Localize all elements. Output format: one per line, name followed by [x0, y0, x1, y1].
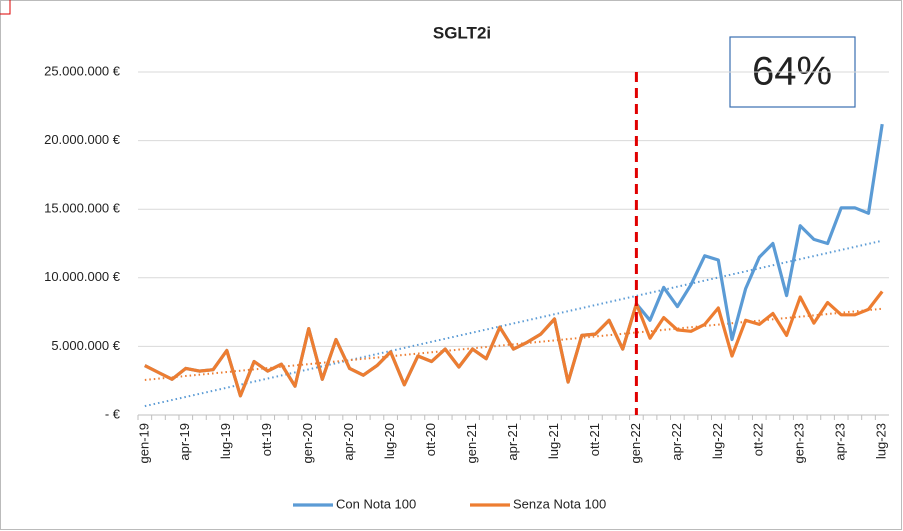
series-line: [144, 290, 884, 398]
x-tick-label: gen-20: [300, 423, 315, 463]
corner-mark: [0, 0, 11, 15]
legend-label: Senza Nota 100: [513, 496, 606, 511]
x-tick-label: apr-21: [505, 423, 520, 461]
y-tick-label: - €: [105, 406, 121, 421]
chart-title: SGLT2i: [433, 23, 491, 42]
x-tick-label: lug-21: [546, 423, 561, 459]
y-tick-label: 10.000.000 €: [44, 269, 121, 284]
x-tick-label: apr-22: [669, 423, 684, 461]
y-tick-label: 25.000.000 €: [44, 63, 121, 78]
x-tick-label: apr-23: [833, 423, 848, 461]
x-tick-label: gen-22: [628, 423, 643, 463]
x-tick-label: apr-19: [177, 423, 192, 461]
x-tick-label: lug-23: [874, 423, 889, 459]
x-tick-label: gen-23: [792, 423, 807, 463]
x-tick-label: lug-19: [218, 423, 233, 459]
legend-label: Con Nota 100: [336, 496, 416, 511]
x-tick-label: ott-19: [259, 423, 274, 456]
x-tick-label: ott-22: [751, 423, 766, 456]
y-tick-label: 15.000.000 €: [44, 201, 121, 216]
y-tick-label: 5.000.000 €: [51, 338, 120, 353]
x-tick-label: gen-19: [136, 423, 151, 463]
x-tick-label: ott-21: [587, 423, 602, 456]
x-tick-label: gen-21: [464, 423, 479, 463]
x-tick-label: ott-20: [423, 423, 438, 456]
x-tick-label: apr-20: [341, 423, 356, 461]
trendline: [144, 307, 883, 381]
x-tick-label: lug-20: [382, 423, 397, 459]
y-tick-label: 20.000.000 €: [44, 132, 121, 147]
x-tick-label: lug-22: [710, 423, 725, 459]
